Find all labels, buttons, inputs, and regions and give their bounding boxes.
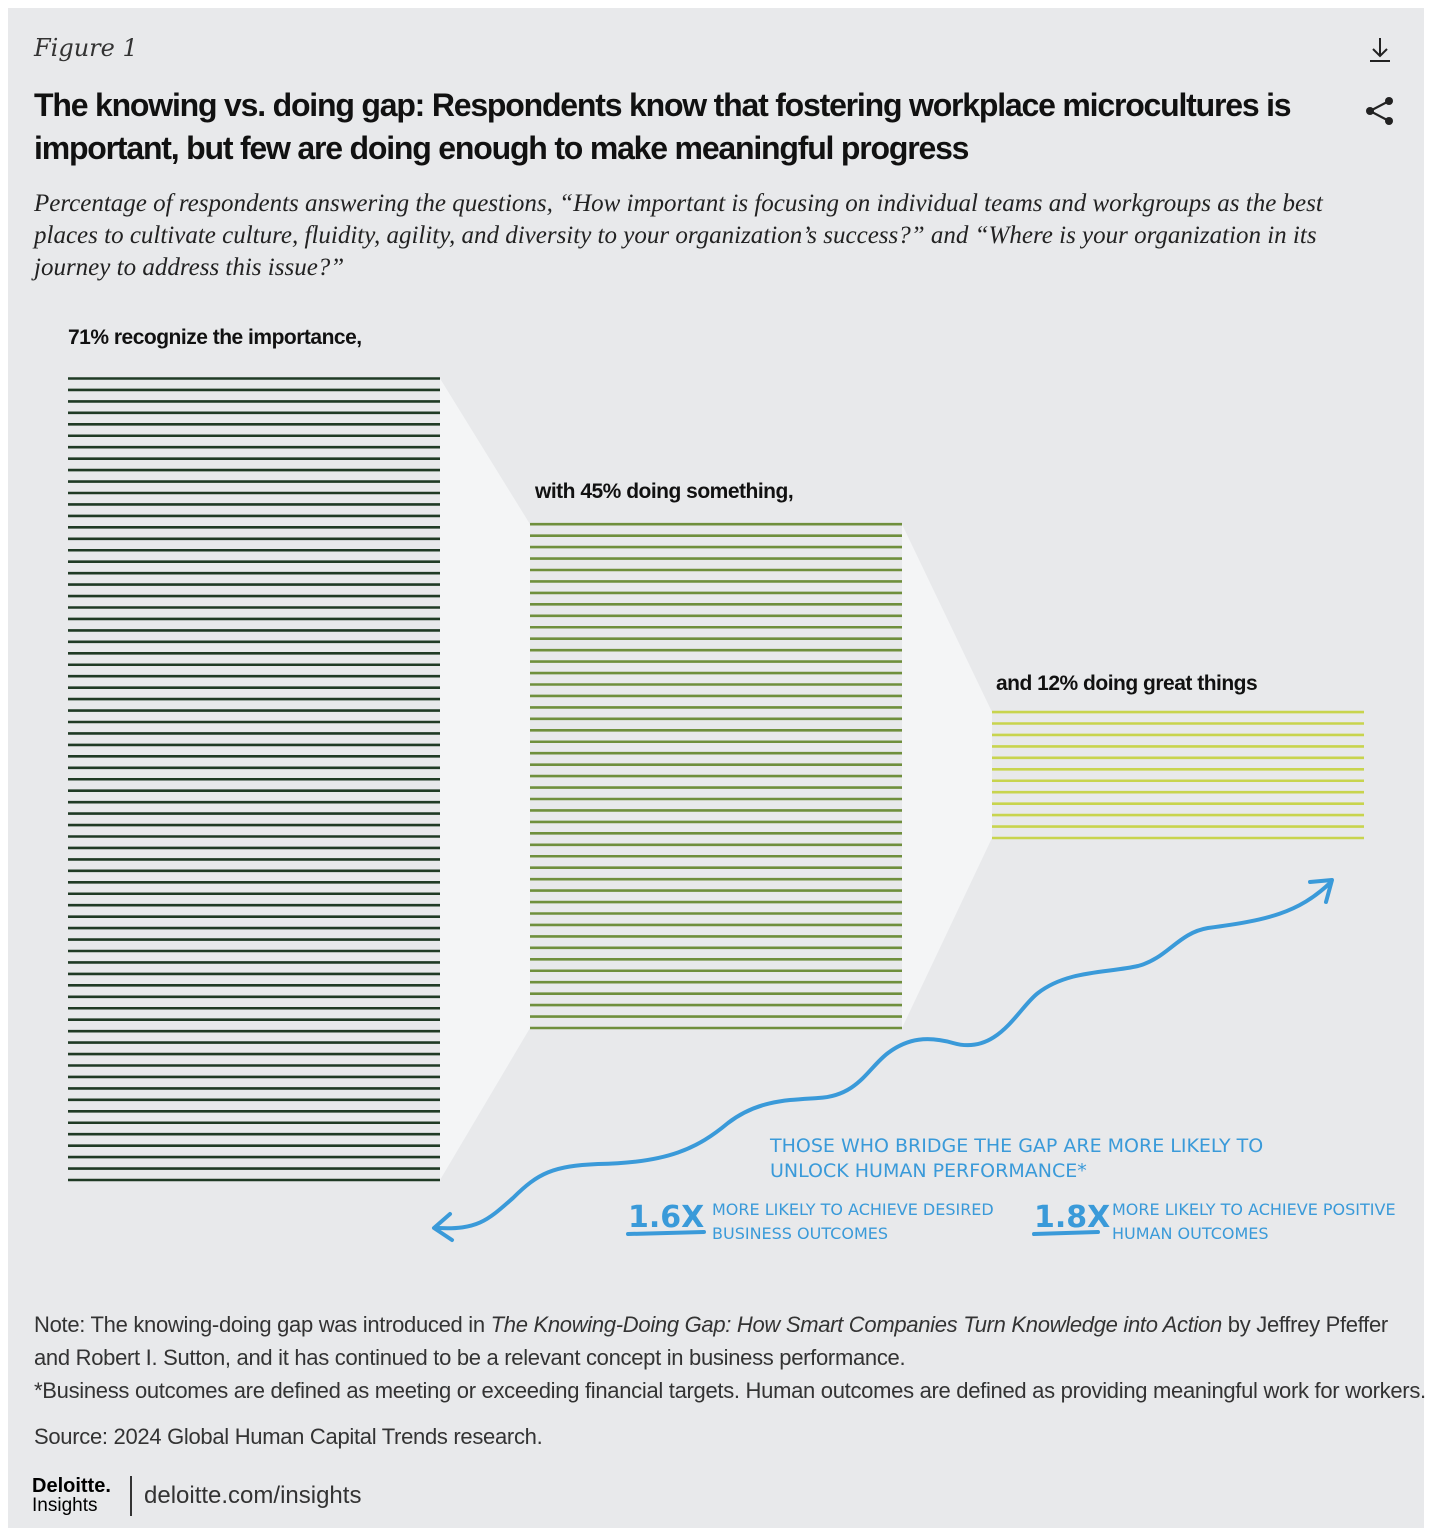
data-label-1: 71% recognize the importance, [68, 326, 362, 349]
stat-underline [626, 1230, 706, 1236]
logo-top: Deloitte. [32, 1475, 111, 1497]
funnel-connector [440, 378, 530, 1180]
download-icon[interactable] [1368, 36, 1392, 69]
figure-label: Figure 1 [34, 34, 138, 62]
annotation-headline: Those who bridge the gap are more likely… [770, 1135, 1264, 1182]
note: Note: The knowing-doing gap was introduc… [34, 1308, 1404, 1374]
data-label-2: with 45% doing something, [535, 480, 794, 503]
stat-text-1: More likely to achieve desired business … [712, 1200, 994, 1243]
logo-bottom: Insights [32, 1495, 98, 1516]
source: Source: 2024 Global Human Capital Trends… [34, 1424, 543, 1449]
deloitte-logo: Deloitte. Insights [32, 1476, 111, 1516]
stat-underline [1032, 1230, 1100, 1236]
funnel-connector [902, 524, 992, 1028]
bar-block-1 [68, 377, 440, 1182]
divider [130, 1476, 132, 1516]
footnote: *Business outcomes are defined as meetin… [34, 1378, 1426, 1403]
stat-value-1: 1.6x [628, 1200, 705, 1235]
footer-url[interactable]: deloitte.com/insights [144, 1482, 362, 1509]
arrowhead-right-icon [1308, 878, 1334, 904]
bridge-arrow [432, 878, 1334, 1242]
bar-block-3 [992, 710, 1364, 840]
stat-value-2: 1.8x [1034, 1200, 1111, 1235]
stat-text-2: More likely to achieve positive human ou… [1112, 1200, 1396, 1243]
share-icon[interactable] [1364, 96, 1396, 131]
arrowhead-left-icon [432, 1212, 454, 1242]
figure-card: Figure 1 The knowing vs. doing gap: Resp… [8, 8, 1426, 1528]
note-book-title: The Knowing-Doing Gap: How Smart Compani… [490, 1312, 1223, 1337]
data-label-3: and 12% doing great things [996, 672, 1258, 695]
chart-title: The knowing vs. doing gap: Respondents k… [34, 87, 1292, 166]
bridge-curve [436, 881, 1332, 1231]
bar-block-2 [530, 522, 902, 1030]
note-text: Note: The knowing-doing gap was introduc… [34, 1312, 491, 1337]
funnel-chart [68, 377, 1364, 1242]
note-text-end: by Jeffrey Pfeffer and Robert I. Sutton,… [34, 1312, 1388, 1370]
chart-subtitle: Percentage of respondents answering the … [34, 190, 1323, 281]
